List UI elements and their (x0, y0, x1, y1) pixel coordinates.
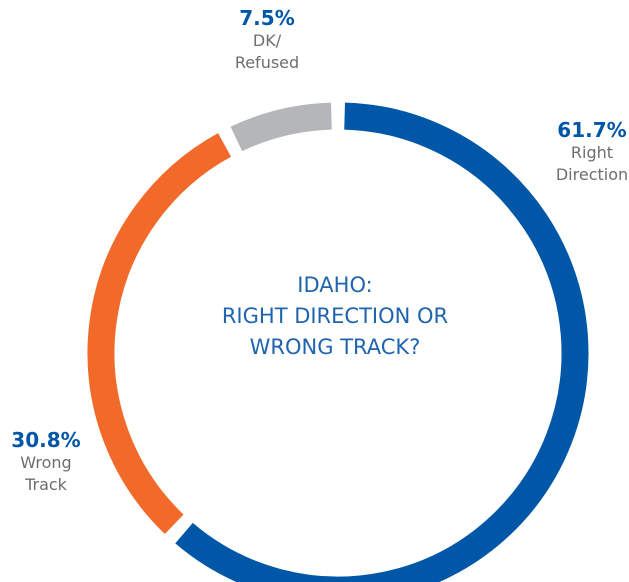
value-label: 61.7% (557, 118, 627, 142)
slice-label: 30.8% Wrong Track (0, 428, 101, 496)
donut-segment (175, 102, 589, 582)
value-label: 30.8% (11, 428, 81, 452)
donut-segment (230, 102, 333, 152)
donut-segment (87, 133, 232, 535)
value-label: 7.5% (239, 6, 295, 30)
category-label: DK/ Refused (234, 31, 300, 72)
slice-label: 7.5% DK/ Refused (212, 6, 322, 74)
category-label: Wrong Track (20, 453, 72, 494)
slice-label: 61.7% Right Direction (537, 118, 629, 186)
chart-title: IDAHO: RIGHT DIRECTION OR WRONG TRACK? (221, 273, 449, 359)
category-label: Right Direction (555, 143, 629, 184)
